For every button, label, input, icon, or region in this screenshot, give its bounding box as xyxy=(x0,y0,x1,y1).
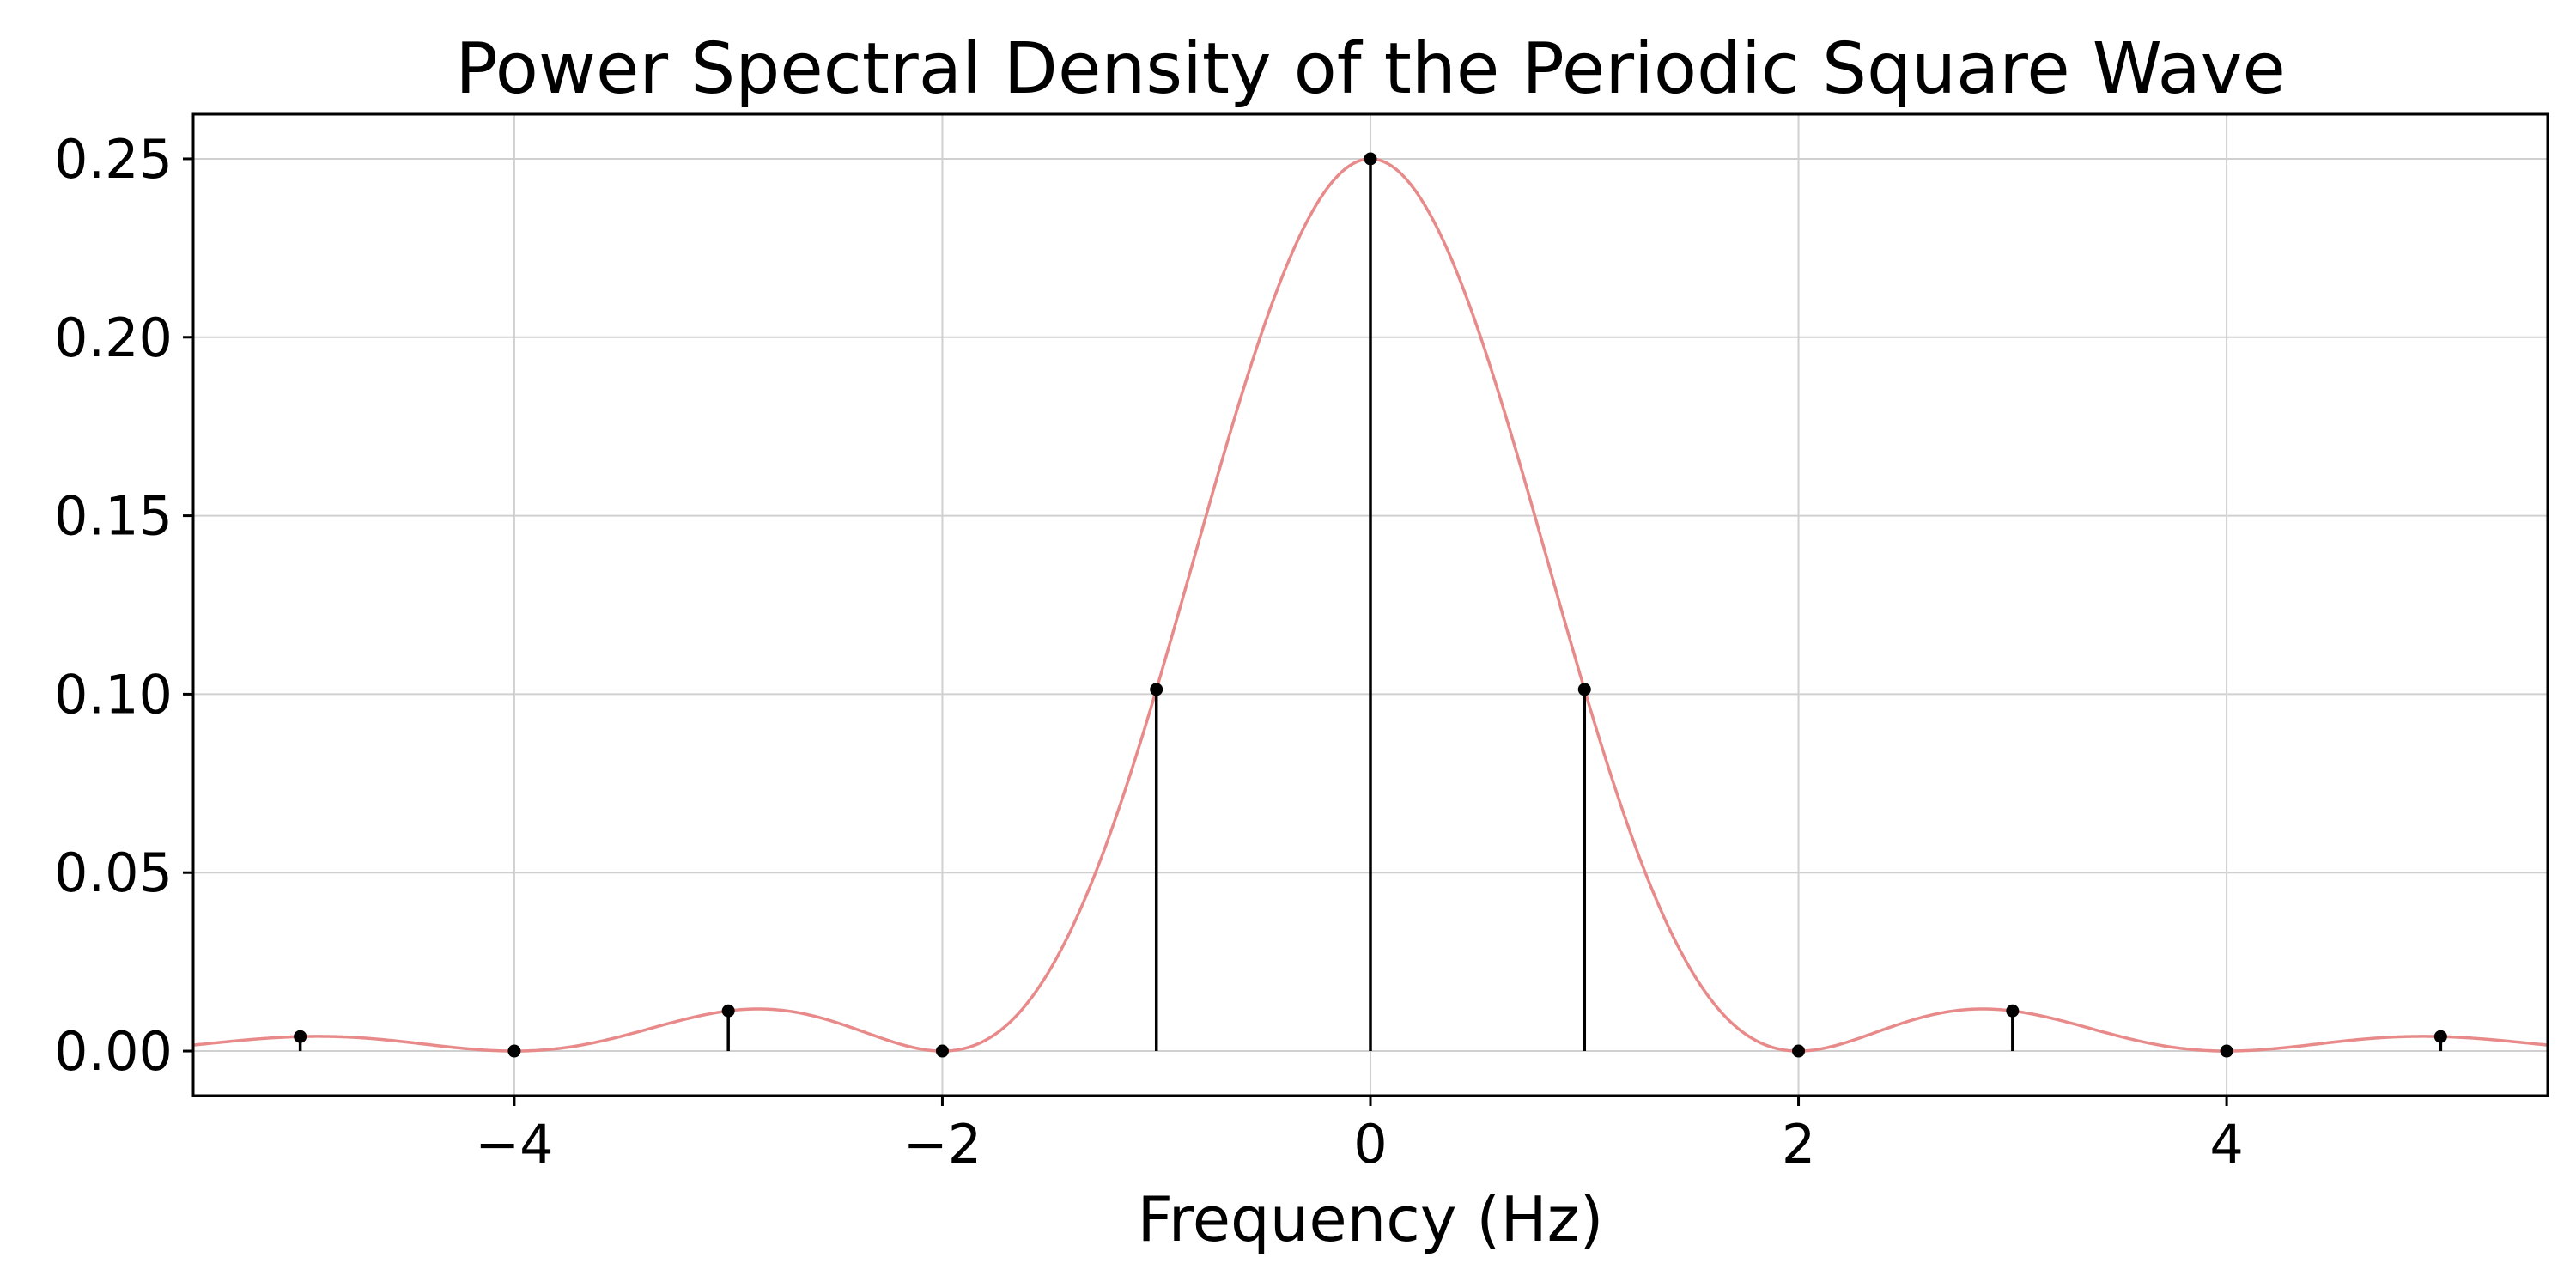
x-tick-label: 0 xyxy=(1353,1113,1387,1176)
stem-marker xyxy=(935,1044,949,1058)
stem-marker xyxy=(2433,1030,2447,1043)
stem-marker xyxy=(2220,1044,2233,1058)
stem-layer xyxy=(294,152,2447,1058)
x-tick-label: −4 xyxy=(475,1113,553,1176)
stem-marker xyxy=(1792,1044,1806,1058)
y-tick-label: 0.20 xyxy=(54,307,173,369)
y-tick-label: 0.25 xyxy=(54,128,173,191)
stem-marker xyxy=(2006,1004,2020,1018)
x-tick-label: 4 xyxy=(2209,1113,2243,1176)
stem-marker xyxy=(294,1030,307,1043)
stem-marker xyxy=(721,1004,735,1018)
stem-marker xyxy=(1150,683,1163,696)
y-tick-label: 0.00 xyxy=(54,1020,173,1083)
stem-marker xyxy=(1577,683,1591,696)
tick-layer: −4 −2 0 2 4 0.00 0.05 0.10 0.15 0.20 0.25 xyxy=(54,128,2244,1176)
x-tick-label: −2 xyxy=(903,1113,981,1176)
chart-title: Power Spectral Density of the Periodic S… xyxy=(455,28,2286,110)
stem-marker xyxy=(1364,152,1377,166)
y-tick-label: 0.05 xyxy=(54,841,173,904)
stem-marker xyxy=(507,1044,521,1058)
x-axis-label: Frequency (Hz) xyxy=(1138,1183,1604,1255)
y-tick-label: 0.10 xyxy=(54,663,173,726)
x-tick-label: 2 xyxy=(1782,1113,1815,1176)
y-tick-label: 0.15 xyxy=(54,485,173,548)
